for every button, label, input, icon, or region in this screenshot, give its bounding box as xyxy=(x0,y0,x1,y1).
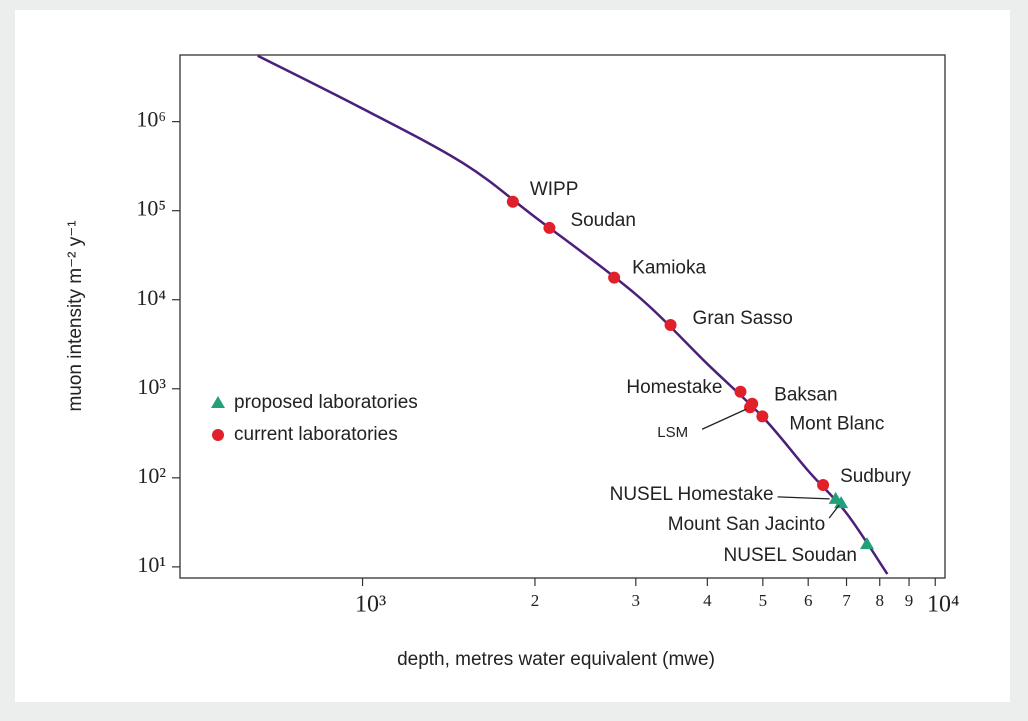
point-label: WIPP xyxy=(530,179,579,200)
x-tick-label: 9 xyxy=(905,591,914,610)
panel xyxy=(15,10,1010,702)
point-label: Sudbury xyxy=(840,466,911,487)
x-tick-label: 8 xyxy=(875,591,884,610)
y-tick-label: 10⁴ xyxy=(136,285,166,310)
dot-marker xyxy=(756,410,769,423)
legend-label: current laboratories xyxy=(234,424,398,445)
point-label: LSM xyxy=(657,424,688,441)
label-leader xyxy=(828,504,840,519)
x-tick-label: 5 xyxy=(759,591,768,610)
point-label: Mount San Jacinto xyxy=(668,514,825,535)
legend-label: proposed laboratories xyxy=(234,392,418,413)
dot-marker xyxy=(664,319,677,332)
y-tick-label: 10⁵ xyxy=(136,196,166,221)
x-tick-label: 6 xyxy=(804,591,813,610)
x-tick-label: 10³ xyxy=(355,592,386,618)
y-tick-label: 10³ xyxy=(137,374,166,399)
point-label: Gran Sasso xyxy=(693,308,793,329)
dot-marker xyxy=(608,271,621,284)
x-tick-label: 3 xyxy=(632,591,641,610)
x-axis-label: depth, metres water equivalent (mwe) xyxy=(397,649,715,670)
legend-marker xyxy=(211,396,225,408)
x-tick-label: 2 xyxy=(531,591,540,610)
point-label: Homestake xyxy=(626,377,722,398)
point-label: Baksan xyxy=(774,385,837,406)
dot-marker xyxy=(744,401,757,414)
legend-marker xyxy=(212,429,224,441)
dot-marker xyxy=(506,195,519,208)
x-tick-label: 4 xyxy=(703,591,712,610)
plot-frame xyxy=(179,54,946,579)
y-tick-label: 10² xyxy=(137,463,166,488)
point-label: Soudan xyxy=(570,210,636,231)
label-leader xyxy=(777,496,830,500)
point-label: Mont Blanc xyxy=(789,413,884,434)
y-tick-label: 10⁶ xyxy=(136,107,166,132)
point-label: NUSEL Homestake xyxy=(610,484,774,505)
dot-marker xyxy=(543,221,556,234)
point-label: Kamioka xyxy=(632,258,706,279)
dot-marker xyxy=(734,385,747,398)
x-tick-label: 10⁴ xyxy=(927,592,959,618)
point-label: NUSEL Soudan xyxy=(724,545,857,566)
y-tick-label: 10¹ xyxy=(137,552,166,577)
triangle-marker xyxy=(859,537,874,550)
y-axis-label: muon intensity m⁻² y⁻¹ xyxy=(65,220,86,411)
label-leader xyxy=(701,408,747,430)
x-tick-label: 7 xyxy=(842,591,851,610)
dot-marker xyxy=(817,479,830,492)
triangle-marker xyxy=(834,496,849,509)
